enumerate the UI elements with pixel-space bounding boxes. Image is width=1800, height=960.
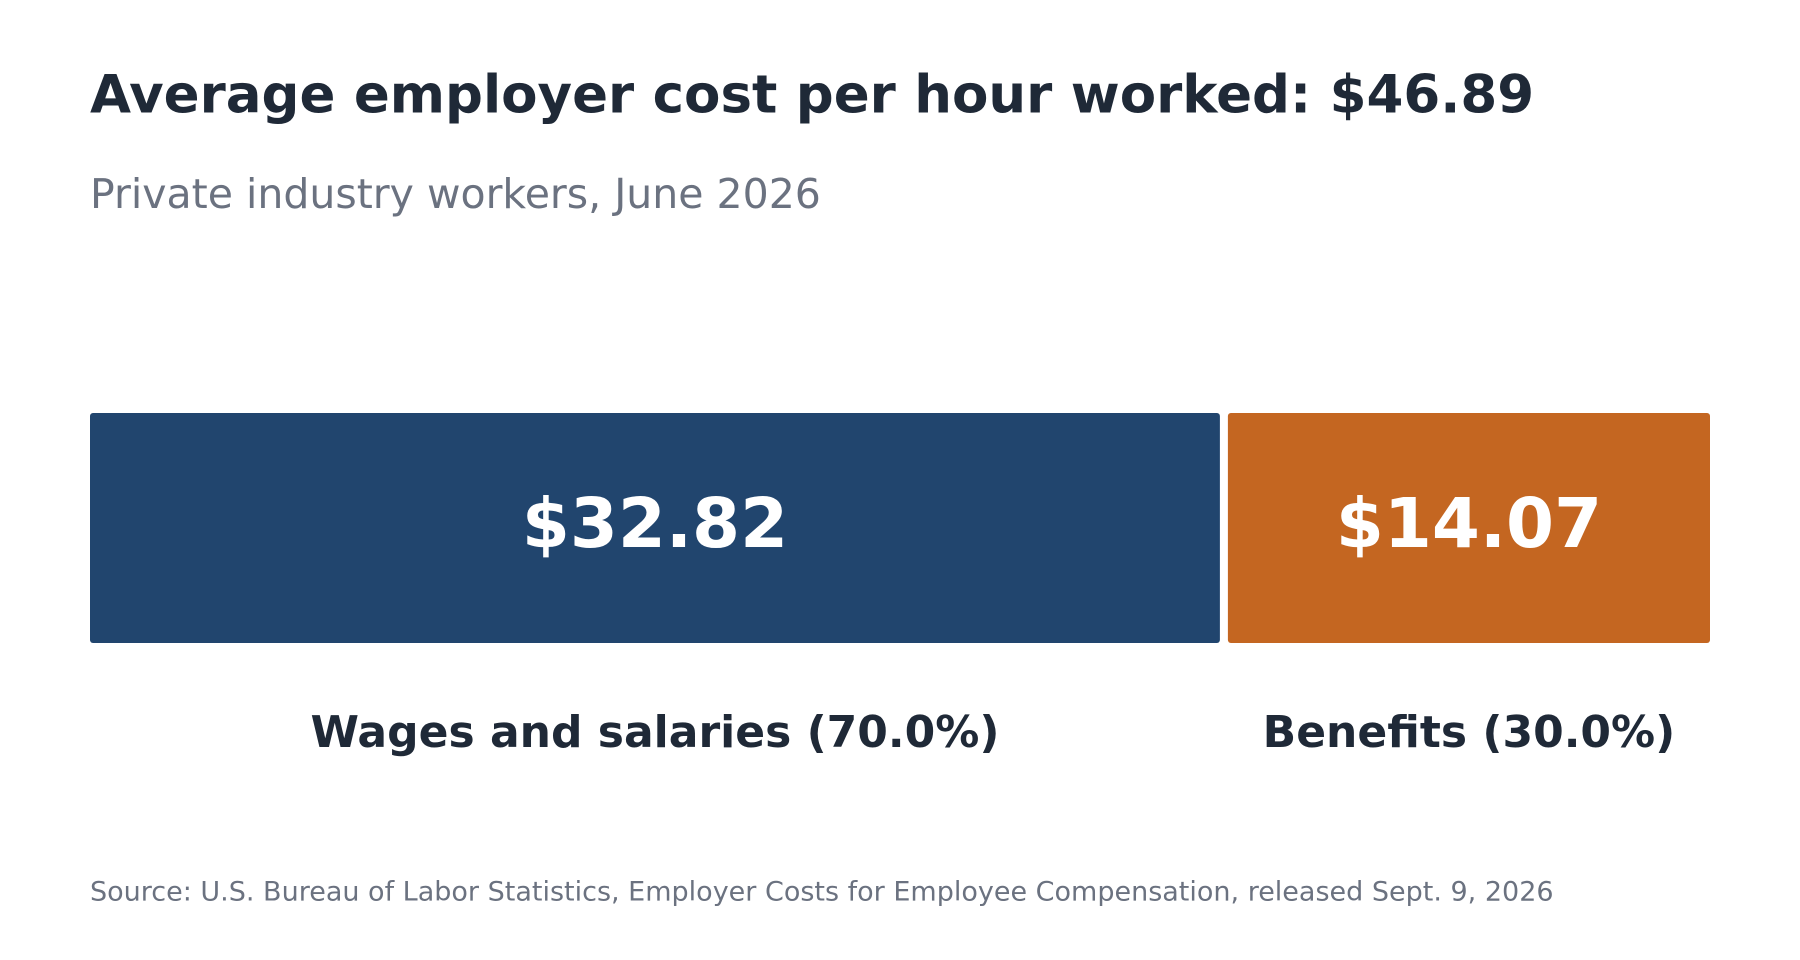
segment-label: Wages and salaries (70.0%) — [310, 707, 999, 758]
bar-segment — [90, 413, 1220, 643]
bar-segment — [1227, 413, 1710, 643]
value-label: $32.82 — [522, 484, 788, 564]
value-label: $14.07 — [1336, 484, 1602, 564]
chart-title: Average employer cost per hour worked: $… — [90, 65, 1534, 126]
chart-subtitle: Private industry workers, June 2026 — [90, 170, 821, 218]
segment-label: Benefits (30.0%) — [1263, 707, 1676, 758]
source-note: Source: U.S. Bureau of Labor Statistics,… — [90, 877, 1554, 908]
